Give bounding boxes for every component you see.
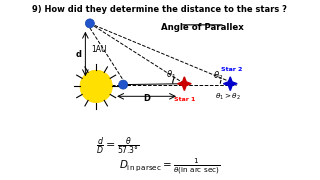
- Text: $D_{\rm in\ parsec} = \frac{1}{\theta(\rm in\ arc\ sec)}$: $D_{\rm in\ parsec} = \frac{1}{\theta(\r…: [119, 156, 221, 177]
- Text: D: D: [143, 94, 150, 103]
- Text: 9) How did they determine the distance to the stars ?: 9) How did they determine the distance t…: [32, 5, 287, 14]
- Text: Angle of Parallex: Angle of Parallex: [161, 22, 244, 32]
- Text: $\frac{d}{D} = \frac{\theta}{57.3°}$: $\frac{d}{D} = \frac{\theta}{57.3°}$: [96, 135, 140, 157]
- Circle shape: [119, 80, 128, 89]
- Circle shape: [85, 19, 94, 28]
- Text: d: d: [76, 50, 82, 59]
- Text: 1AU: 1AU: [91, 45, 106, 54]
- Polygon shape: [178, 77, 191, 91]
- Text: $\theta_2$: $\theta_2$: [213, 69, 223, 82]
- Text: Star 1: Star 1: [174, 97, 195, 102]
- Polygon shape: [223, 77, 237, 91]
- Text: $\theta_1 > \theta_2$: $\theta_1 > \theta_2$: [215, 92, 241, 102]
- Text: $\theta_1$: $\theta_1$: [166, 68, 177, 81]
- Circle shape: [80, 70, 112, 103]
- Text: Star 2: Star 2: [221, 67, 243, 72]
